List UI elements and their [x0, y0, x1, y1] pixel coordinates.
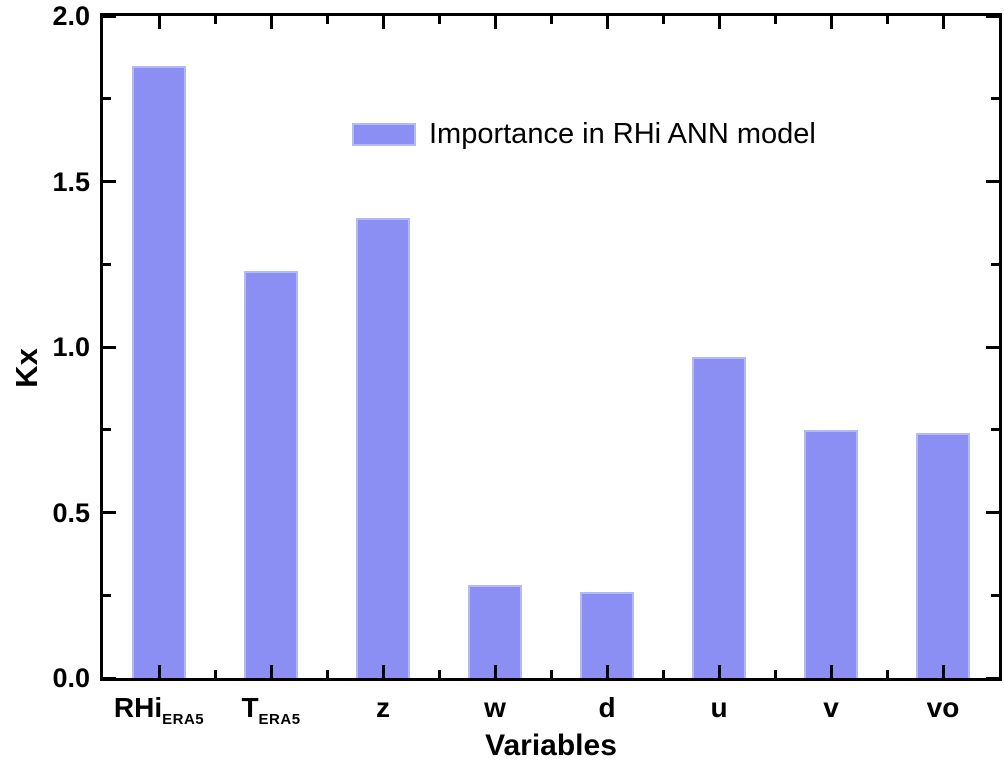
x-minor-tick — [213, 16, 217, 24]
x-tick-label: v — [741, 691, 921, 725]
y-tick-label: 0.0 — [52, 663, 90, 693]
legend: Importance in RHi ANN model — [352, 116, 816, 152]
y-major-tick — [986, 511, 999, 514]
y-major-tick — [986, 180, 999, 183]
x-major-tick — [269, 665, 273, 678]
y-tick-label: 0.5 — [52, 497, 90, 528]
x-tick-label: u — [629, 691, 809, 725]
bar-vo — [916, 433, 970, 678]
x-tick-label-main: vo — [926, 692, 960, 723]
bar-v — [804, 429, 858, 678]
x-tick-label-main: u — [710, 692, 728, 723]
x-tick-label: RHiERA5 — [69, 691, 249, 730]
x-tick-label: d — [517, 691, 697, 725]
y-minor-tick — [991, 262, 999, 266]
bar-RHiERA5 — [132, 65, 186, 678]
x-tick-label: vo — [853, 691, 1004, 725]
x-major-tick — [157, 16, 161, 29]
x-major-tick — [381, 665, 385, 678]
y-tick-label: 1.0 — [52, 332, 90, 362]
x-minor-tick — [773, 670, 777, 678]
x-major-tick — [605, 16, 609, 29]
bar-d — [580, 591, 634, 678]
x-minor-tick — [437, 670, 441, 678]
x-major-tick — [381, 16, 385, 29]
x-major-tick — [829, 16, 833, 29]
x-major-tick — [941, 665, 945, 678]
y-minor-tick — [103, 97, 111, 101]
y-minor-tick — [103, 262, 111, 266]
bar-z — [356, 217, 410, 678]
y-minor-tick — [103, 593, 111, 597]
x-minor-tick — [325, 670, 329, 678]
x-minor-tick — [437, 16, 441, 24]
x-tick-label-main: v — [823, 692, 839, 723]
x-major-tick — [717, 16, 721, 29]
x-tick-label: w — [405, 691, 585, 725]
bar-w — [468, 585, 522, 678]
y-tick-label: 1.5 — [52, 166, 90, 197]
y-minor-tick — [103, 428, 111, 432]
y-major-tick — [103, 345, 116, 349]
y-major-tick — [986, 345, 999, 349]
x-tick-label-subscript: ERA5 — [258, 711, 301, 728]
x-major-tick — [157, 665, 161, 678]
x-major-tick — [717, 665, 721, 678]
legend-label: Importance in RHi ANN model — [429, 118, 816, 150]
x-minor-tick — [549, 670, 553, 678]
x-major-tick — [829, 665, 833, 678]
x-tick-label: TERA5 — [181, 691, 361, 730]
x-minor-tick — [773, 16, 777, 24]
x-tick-label: z — [293, 691, 473, 725]
x-tick-label-main: z — [376, 692, 390, 723]
bar-TERA5 — [244, 270, 298, 678]
legend-swatch — [352, 122, 416, 146]
y-tick-label: 2.0 — [52, 1, 90, 31]
x-tick-label-main: w — [484, 692, 506, 723]
plot-area — [100, 13, 1002, 681]
x-major-tick — [269, 16, 273, 29]
x-tick-label-main: d — [598, 692, 616, 723]
x-major-tick — [941, 16, 945, 29]
x-minor-tick — [885, 16, 889, 24]
x-major-tick — [493, 665, 497, 678]
bar-u — [692, 356, 746, 678]
y-minor-tick — [991, 593, 999, 597]
x-tick-label-subscript: ERA5 — [162, 711, 205, 728]
x-major-tick — [493, 16, 497, 29]
x-axis-title: Variables — [485, 729, 617, 762]
x-minor-tick — [661, 670, 665, 678]
y-minor-tick — [991, 428, 999, 432]
x-tick-label-main: T — [241, 692, 259, 723]
x-minor-tick — [213, 670, 217, 678]
y-major-tick — [986, 676, 999, 680]
x-tick-label-main: RHi — [113, 692, 163, 723]
x-minor-tick — [885, 670, 889, 678]
x-minor-tick — [549, 16, 553, 24]
x-minor-tick — [661, 16, 665, 24]
y-axis-title: Kx — [9, 348, 44, 388]
y-minor-tick — [991, 97, 999, 101]
y-major-tick — [103, 676, 116, 680]
x-major-tick — [605, 665, 609, 678]
y-major-tick — [103, 511, 116, 514]
y-major-tick — [103, 14, 116, 18]
y-major-tick — [986, 14, 999, 18]
y-major-tick — [103, 180, 116, 183]
x-minor-tick — [325, 16, 329, 24]
